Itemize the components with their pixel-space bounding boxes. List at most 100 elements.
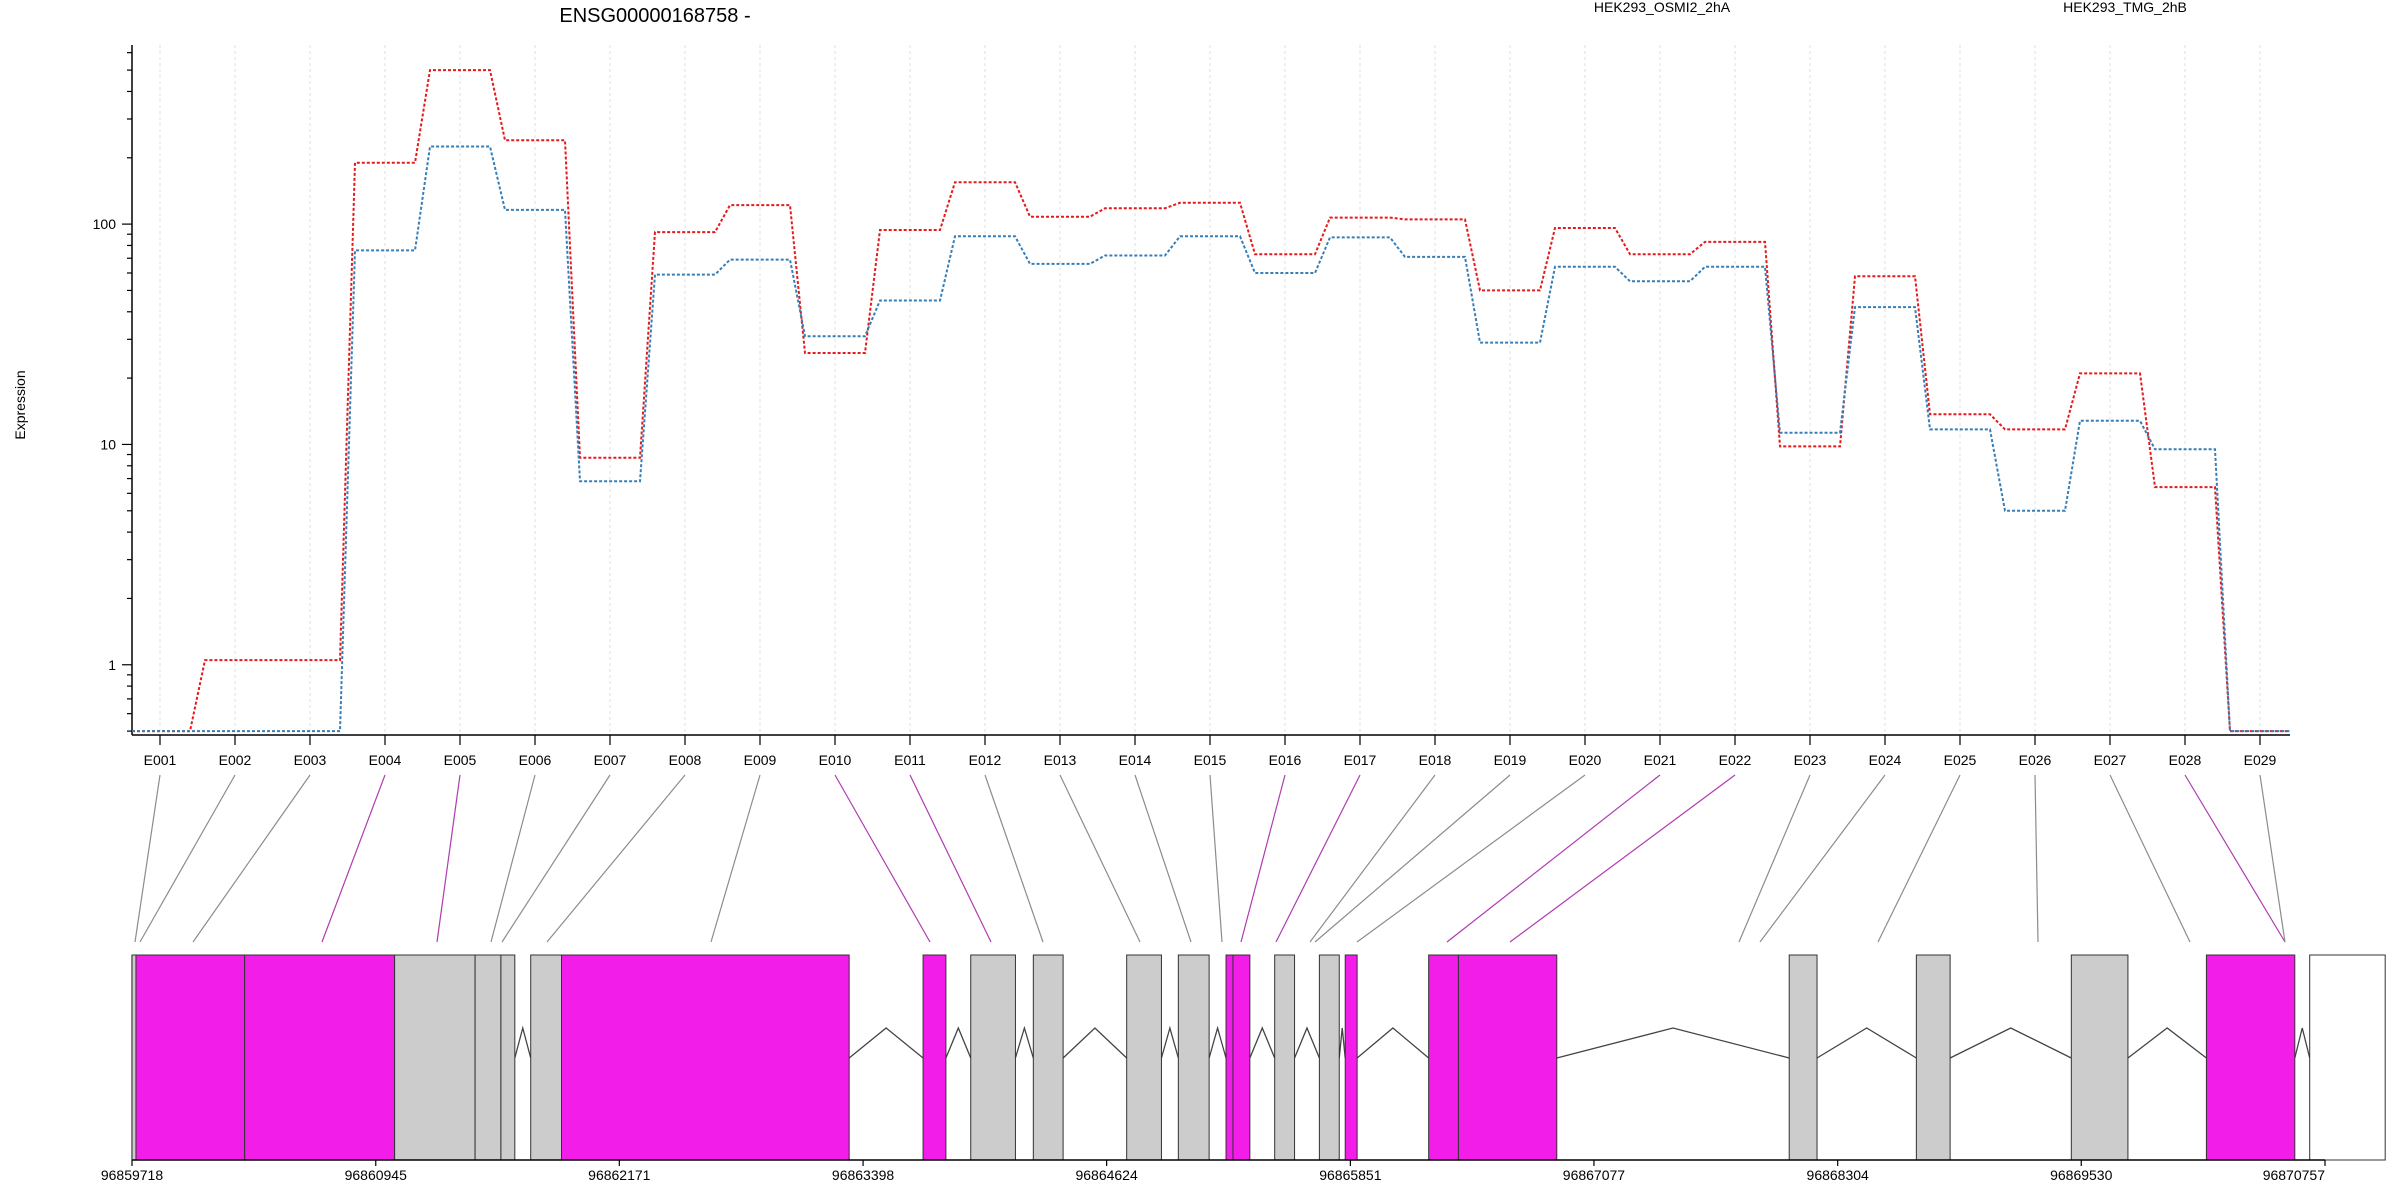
connector-e024 [1759,774,1886,943]
x-tick-label-e029: E029 [2244,752,2277,768]
y-axis: 1 10 100 [93,45,133,735]
x-tick-label-e013: E013 [1044,752,1077,768]
x-tick-label-e003: E003 [294,752,327,768]
x-tick-label-e011: E011 [894,752,926,768]
connector-e011 [909,774,992,943]
grid-lines [159,45,2261,735]
intron-line [514,1025,532,1059]
gene-axis-label: 96869530 [2050,1167,2113,1183]
exon-block [131,954,137,1161]
exon-block [1428,954,1459,1161]
exon-block [2205,954,2296,1161]
x-tick-label-e001: E001 [144,752,177,768]
x-tick-label-e014: E014 [1119,752,1152,768]
connector-e018 [1309,774,1436,943]
exon-block [2070,954,2129,1161]
connector-e017 [1275,774,1361,943]
x-tick-label-e016: E016 [1269,752,1302,768]
exon-block [474,954,502,1161]
x-tick-label-e005: E005 [444,752,477,768]
genomic-coordinate-axis: 96859718 96860945 96862171 96863398 96864624… [101,1159,2326,1183]
connector-e008 [546,774,686,943]
exon-block [500,954,516,1161]
gene-axis-label: 96860945 [345,1167,408,1183]
x-tick-label-e019: E019 [1494,752,1527,768]
gene-axis-label: 96868304 [1807,1167,1870,1183]
connector-e007 [501,774,611,943]
connector-e013 [1059,774,1141,943]
x-tick-label-e006: E006 [519,752,552,768]
connector-e029 [2259,774,2286,943]
connector-e026 [2034,774,2039,943]
exon-block [922,954,947,1161]
exon-block [244,954,396,1161]
legend-entry-osmi2: HEK293_OSMI2_2hA [1594,0,1731,15]
exon-block [1032,954,1064,1161]
legend-entry-tmg: HEK293_TMG_2hB [2063,0,2187,15]
intron-line [1949,1027,2072,1059]
y-tick-label: 10 [100,436,116,452]
intron-line [1014,1025,1034,1059]
intron-line [1208,1025,1227,1059]
connector-e002 [139,774,236,943]
exon-block [530,954,563,1161]
x-tick-label-e025: E025 [1944,752,1977,768]
exon-block [1457,954,1558,1161]
connector-e004 [321,774,386,943]
exon-block [1318,954,1340,1161]
exon-connectors [134,774,2286,943]
intron-line [2127,1027,2207,1059]
connector-e027 [2109,774,2191,943]
gene-axis-label: 96862171 [588,1167,651,1183]
connector-e001 [134,774,161,943]
connector-e003 [192,774,311,943]
intron-line [1293,1026,1320,1059]
x-tick-label-e012: E012 [969,752,1002,768]
x-tick-label-e002: E002 [219,752,252,768]
series-line-0 [132,69,2290,733]
exon-block [394,954,476,1161]
connector-e020 [1356,774,1586,943]
exon-block [970,954,1016,1161]
exon-block [1177,954,1210,1161]
series-lines [132,69,2290,733]
connector-e015 [1209,774,1223,943]
exon-block [135,954,246,1161]
series-line-1 [132,145,2290,733]
exon-block [1915,954,1951,1161]
connector-e025 [1877,774,1961,943]
exon-block [1344,954,1358,1161]
x-tick-label-e024: E024 [1869,752,1902,768]
intron-line [1816,1027,1917,1059]
x-tick-label-e018: E018 [1419,752,1452,768]
intron-line [1356,1027,1430,1059]
exon-block [561,954,850,1161]
connector-e005 [436,774,461,943]
connector-e028 [2184,774,2286,943]
intron-line [1338,1027,1346,1059]
connector-e022 [1509,774,1736,943]
x-tick-label-e020: E020 [1569,752,1602,768]
intron-line [1249,1026,1276,1059]
y-tick-label: 1 [108,657,116,673]
exon-block [1788,954,1818,1161]
exon-block [1126,954,1162,1161]
x-tick-label-e023: E023 [1794,752,1827,768]
connector-e021 [1446,774,1661,943]
x-tick-label-e009: E009 [744,752,777,768]
gene-axis-label: 96870757 [2263,1167,2326,1183]
gene-axis-label: 96864624 [1075,1167,1138,1183]
exon-block [1274,954,1296,1161]
x-axis: E001 E002 E003 E004 E005 E006 E007 E008 E009 E010… [132,734,2290,768]
connector-e023 [1738,774,1811,943]
x-tick-label-e007: E007 [594,752,627,768]
x-tick-label-e021: E021 [1644,752,1677,768]
intron-line [1556,1027,1790,1059]
intron-line [1062,1027,1128,1059]
connector-e014 [1134,774,1192,943]
connector-e009 [710,774,761,943]
intron-line [2294,1027,2311,1059]
exon-block [2309,954,2386,1161]
exon-block [1225,954,1234,1161]
